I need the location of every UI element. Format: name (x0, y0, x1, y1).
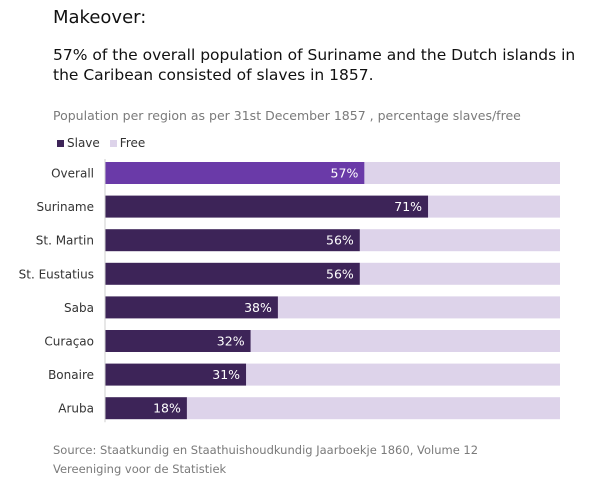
bar-slave-aruba (105, 397, 187, 420)
data-label-overall: 57% (331, 166, 359, 181)
category-label-overall: Overall (51, 167, 94, 181)
bar-free-overall (364, 162, 560, 184)
bar-free-suriname (428, 195, 560, 218)
data-label-cura-ao: 32% (217, 334, 245, 349)
bar-free-cura-ao (250, 330, 560, 352)
source-note: Source: Staatkundig en Staathuishoudkund… (53, 441, 478, 479)
bar-free-st-martin (359, 229, 560, 252)
headline: 57% of the overall population of Surinam… (53, 46, 576, 84)
bar-slave-overall (105, 162, 365, 184)
category-label-bonaire: Bonaire (48, 368, 94, 382)
category-label-st-martin: St. Martin (36, 234, 94, 248)
legend-swatch-slave (57, 139, 64, 147)
category-label-st-eustatius: St. Eustatius (19, 267, 94, 281)
bar-slave-saba (105, 296, 278, 319)
category-label-suriname: Suriname (36, 200, 94, 214)
category-label-aruba: Aruba (58, 402, 94, 416)
eyebrow-label: Makeover: (53, 7, 147, 28)
data-label-suriname: 71% (394, 199, 422, 214)
data-label-st-martin: 56% (326, 233, 354, 248)
bar-slave-bonaire (105, 363, 247, 386)
bar-free-bonaire (246, 363, 561, 386)
category-label-saba: Saba (64, 301, 94, 315)
bar-slave-st-martin (105, 229, 360, 252)
legend-label-slave: Slave (67, 136, 100, 150)
data-label-aruba: 18% (153, 401, 181, 416)
bar-slave-suriname (105, 195, 429, 218)
legend-label-free: Free (119, 136, 146, 150)
source-line-1: Source: Staatkundig en Staathuishoudkund… (53, 443, 479, 457)
bar-slave-cura-ao (105, 330, 251, 352)
legend-item-slave: Slave (57, 136, 100, 150)
category-label-cura-ao: Curaçao (44, 335, 94, 349)
bar-slave-st-eustatius (105, 262, 360, 285)
data-label-bonaire: 31% (212, 367, 240, 382)
bar-free-aruba (186, 397, 560, 420)
source-line-2: Vereeniging voor de Statistiek (53, 462, 227, 476)
bar-chart: 57% Overall 71% Suriname 56% St. Martin 56% St.… (19, 159, 561, 423)
data-label-st-eustatius: 56% (326, 266, 354, 281)
legend-item-free: Free (109, 136, 146, 150)
chart-title: Population per region as per 31st Decemb… (53, 108, 521, 123)
legend: Slave Free (57, 136, 151, 150)
bar-free-st-eustatius (359, 262, 560, 285)
legend-swatch-free (109, 139, 117, 147)
data-label-saba: 38% (244, 300, 272, 315)
bar-free-saba (277, 296, 560, 319)
